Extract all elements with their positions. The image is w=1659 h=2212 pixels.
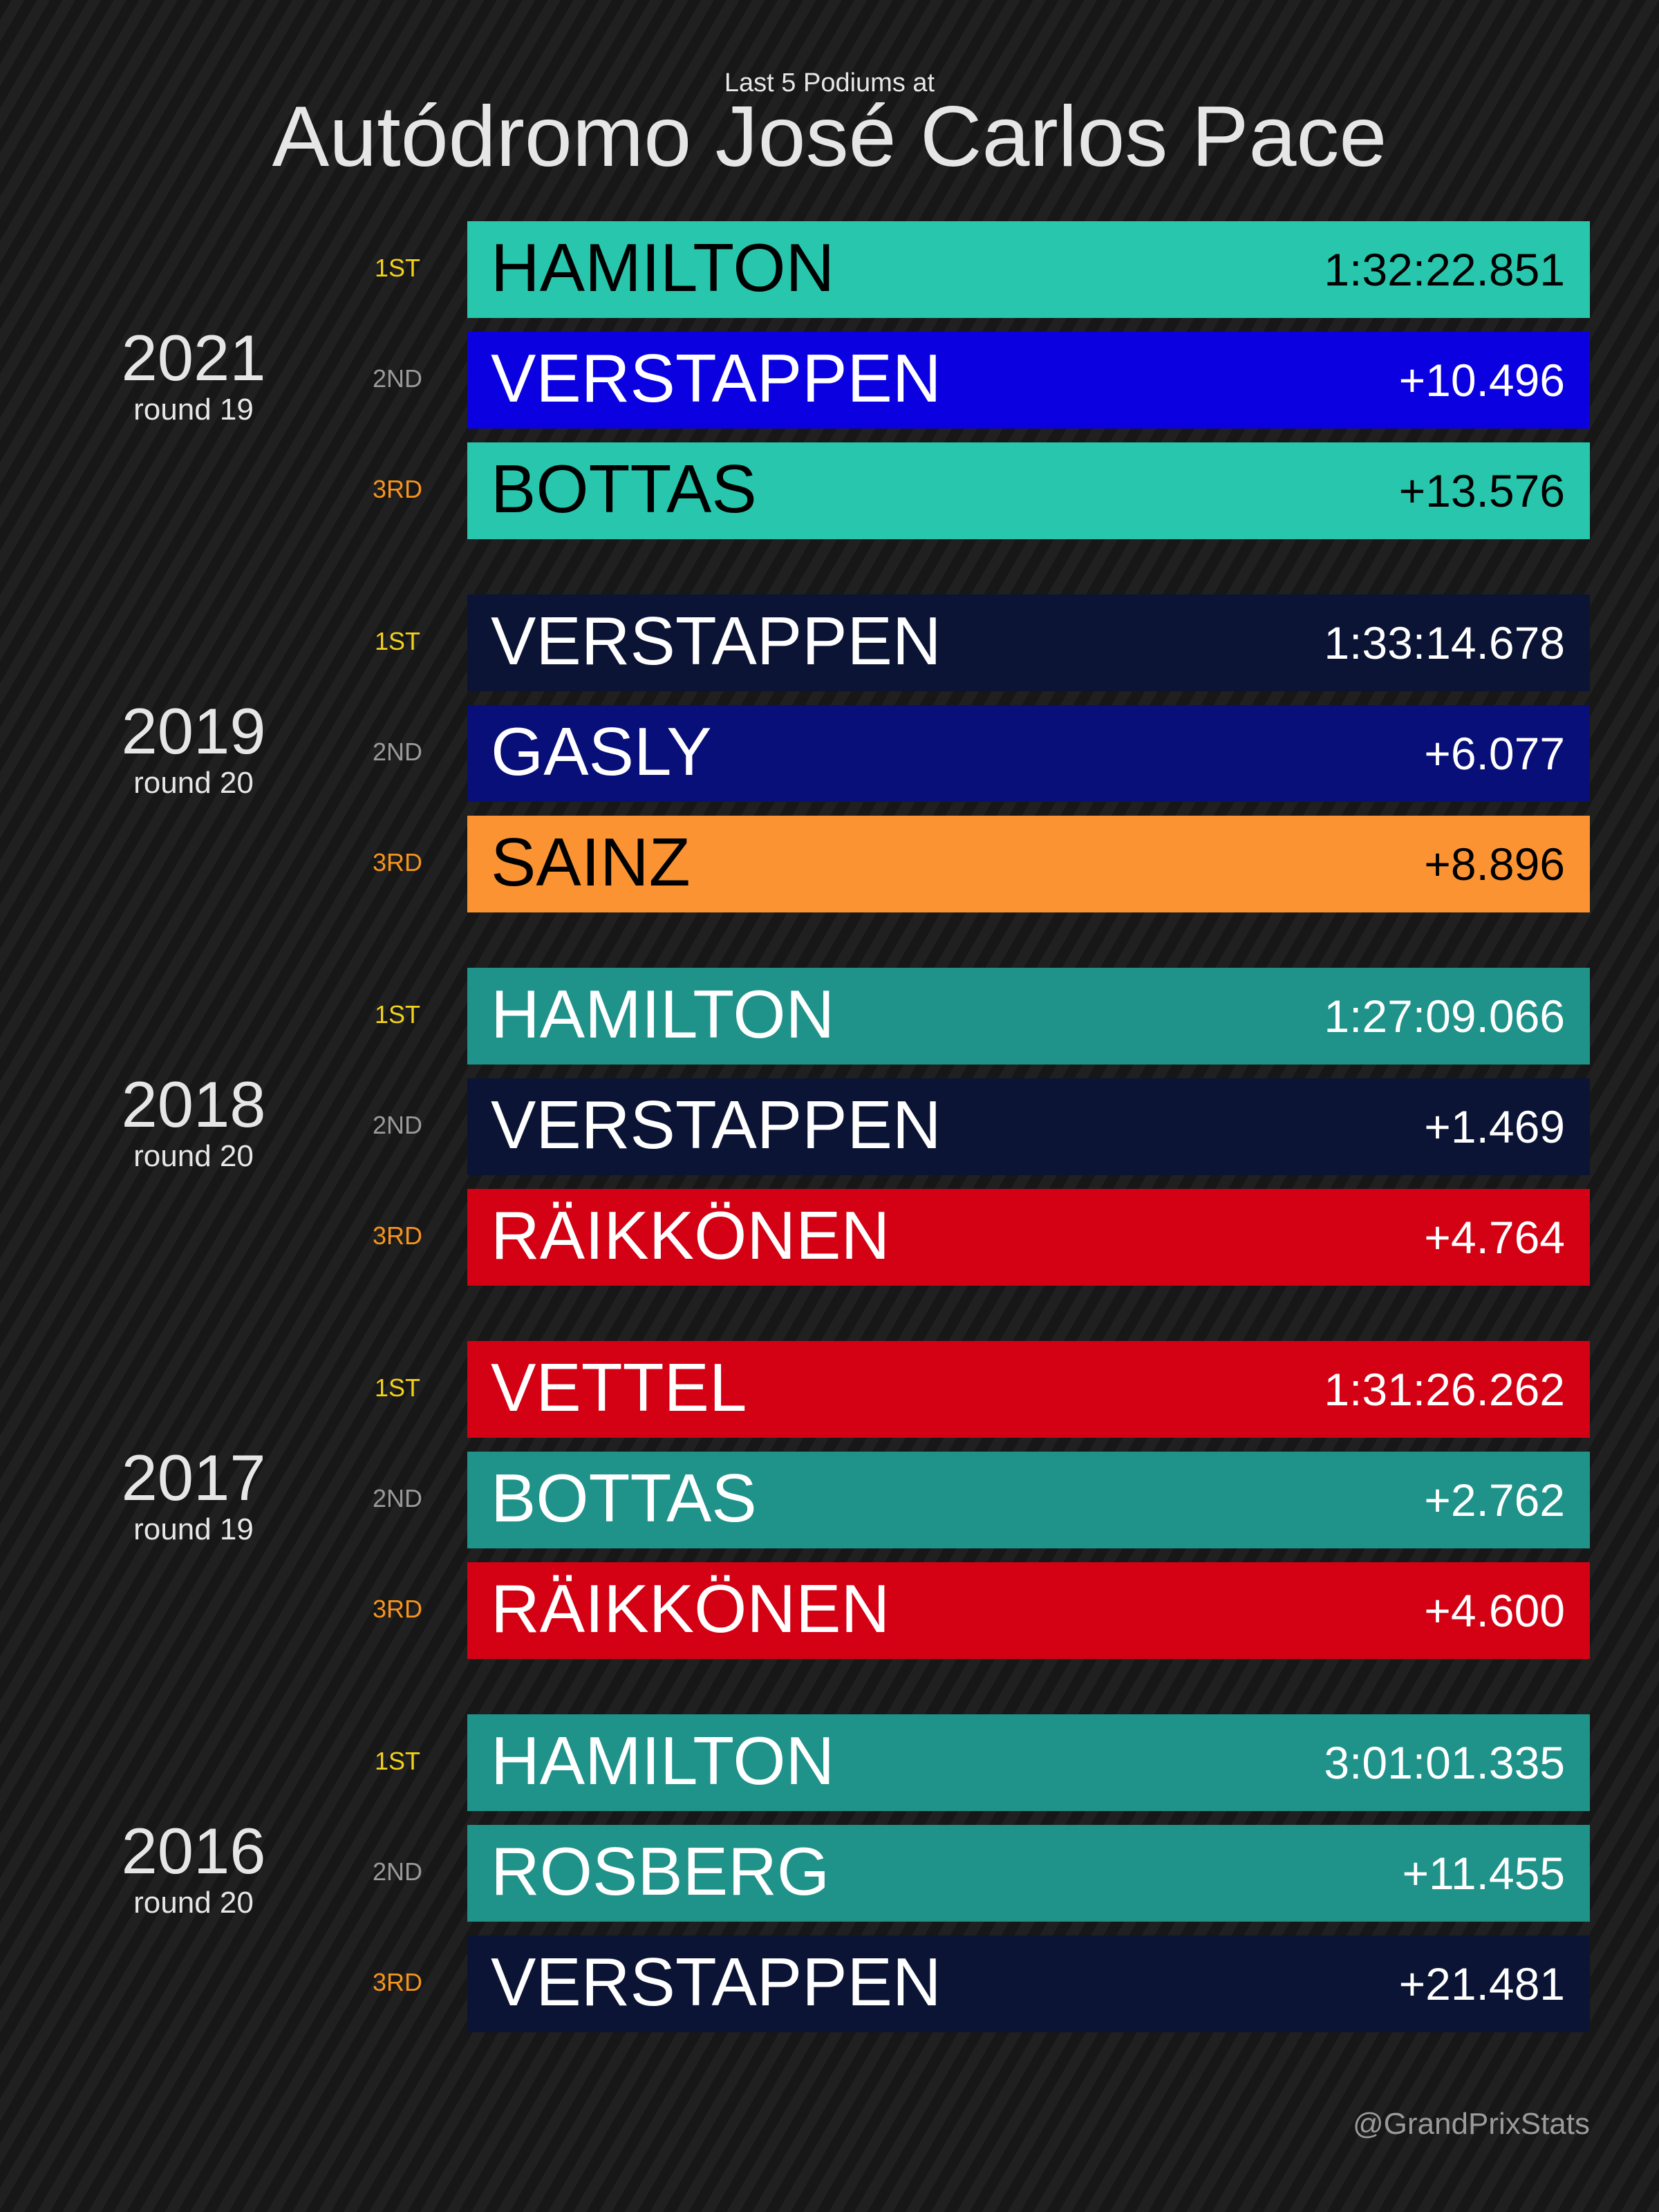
- position-label: 1ST: [374, 254, 421, 282]
- race-round: round 19: [133, 393, 254, 427]
- race-time: +10.496: [1398, 355, 1565, 406]
- race-time: +11.455: [1402, 1848, 1565, 1899]
- position-label: 2ND: [372, 1484, 423, 1512]
- race-year: 2019: [121, 695, 266, 767]
- position-label: 3RD: [372, 1968, 423, 1996]
- page-subtitle: Last 5 Podiums at: [724, 68, 935, 97]
- race-block-0: 2021 round 19 1ST HAMILTON 1:32:22.851 2…: [0, 221, 1659, 539]
- driver-name: VERSTAPPEN: [491, 1944, 941, 2020]
- driver-name: ROSBERG: [491, 1833, 830, 1909]
- race-time: +2.762: [1424, 1474, 1565, 1526]
- race-time: 1:31:26.262: [1324, 1364, 1565, 1415]
- race-time: +1.469: [1424, 1101, 1565, 1152]
- race-year: 2016: [121, 1815, 266, 1887]
- driver-name: HAMILTON: [491, 229, 835, 306]
- race-time: +4.764: [1424, 1212, 1565, 1263]
- podium-bar: VERSTAPPEN +1.469: [467, 1078, 1590, 1175]
- race-time: 1:27:09.066: [1324, 991, 1565, 1042]
- driver-name: VETTEL: [491, 1349, 747, 1425]
- race-block-4: 2016 round 20 1ST HAMILTON 3:01:01.335 2…: [0, 1714, 1659, 2032]
- race-block-2: 2018 round 20 1ST HAMILTON 1:27:09.066 2…: [0, 968, 1659, 1286]
- position-label: 1ST: [374, 1000, 421, 1029]
- race-time: +4.600: [1424, 1585, 1565, 1636]
- race-round: round 20: [133, 766, 254, 800]
- position-label: 1ST: [374, 1374, 421, 1402]
- credit-handle: @GrandPrixStats: [1353, 2107, 1590, 2141]
- race-time: 3:01:01.335: [1324, 1737, 1565, 1788]
- position-label: 3RD: [372, 1595, 423, 1623]
- race-round: round 20: [133, 1886, 254, 1920]
- driver-name: VERSTAPPEN: [491, 1087, 941, 1163]
- race-year: 2018: [121, 1068, 266, 1141]
- race-round: round 20: [133, 1139, 254, 1173]
- race-time: +8.896: [1424, 838, 1565, 890]
- podium-bar: RÄIKKÖNEN +4.600: [467, 1562, 1590, 1659]
- driver-name: BOTTAS: [491, 1460, 757, 1536]
- driver-name: RÄIKKÖNEN: [491, 1197, 890, 1273]
- podium-bar: VERSTAPPEN 1:33:14.678: [467, 594, 1590, 691]
- driver-name: HAMILTON: [491, 1723, 835, 1799]
- race-round: round 19: [133, 1512, 254, 1546]
- driver-name: VERSTAPPEN: [491, 340, 941, 416]
- driver-name: SAINZ: [491, 824, 691, 900]
- podium-bar: VERSTAPPEN +21.481: [467, 1936, 1590, 2032]
- podium-bar: GASLY +6.077: [467, 705, 1590, 802]
- position-label: 2ND: [372, 738, 423, 766]
- driver-name: BOTTAS: [491, 451, 757, 527]
- driver-name: GASLY: [491, 713, 712, 789]
- podium-bar: HAMILTON 1:32:22.851: [467, 221, 1590, 318]
- race-time: 1:32:22.851: [1324, 244, 1565, 295]
- podium-bar: BOTTAS +2.762: [467, 1452, 1590, 1548]
- race-time: +13.576: [1398, 465, 1565, 516]
- driver-name: VERSTAPPEN: [491, 603, 941, 679]
- podium-bar: BOTTAS +13.576: [467, 442, 1590, 539]
- race-time: 1:33:14.678: [1324, 617, 1565, 668]
- race-year: 2021: [121, 321, 266, 394]
- podium-bar: VERSTAPPEN +10.496: [467, 332, 1590, 429]
- race-year: 2017: [121, 1441, 266, 1514]
- podium-bar: HAMILTON 3:01:01.335: [467, 1714, 1590, 1811]
- position-label: 1ST: [374, 627, 421, 655]
- position-label: 1ST: [374, 1747, 421, 1775]
- podium-bar: SAINZ +8.896: [467, 816, 1590, 912]
- position-label: 3RD: [372, 848, 423, 877]
- position-label: 2ND: [372, 1857, 423, 1886]
- race-time: +6.077: [1424, 728, 1565, 779]
- race-block-1: 2019 round 20 1ST VERSTAPPEN 1:33:14.678…: [0, 594, 1659, 912]
- race-block-3: 2017 round 19 1ST VETTEL 1:31:26.262 2ND…: [0, 1341, 1659, 1659]
- driver-name: RÄIKKÖNEN: [491, 1571, 890, 1647]
- race-time: +21.481: [1398, 1958, 1565, 2009]
- podium-bar: RÄIKKÖNEN +4.764: [467, 1189, 1590, 1286]
- podium-bar: ROSBERG +11.455: [467, 1825, 1590, 1922]
- position-label: 3RD: [372, 1221, 423, 1250]
- podium-bar: VETTEL 1:31:26.262: [467, 1341, 1590, 1438]
- podium-bar: HAMILTON 1:27:09.066: [467, 968, 1590, 1065]
- driver-name: HAMILTON: [491, 976, 835, 1052]
- page-title: Autódromo José Carlos Pace: [272, 89, 1387, 185]
- position-label: 3RD: [372, 475, 423, 503]
- position-label: 2ND: [372, 1111, 423, 1139]
- position-label: 2ND: [372, 364, 423, 393]
